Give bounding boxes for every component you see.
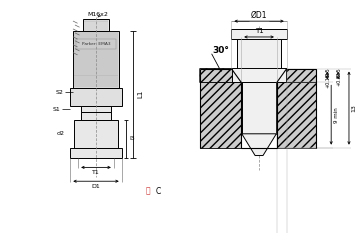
Text: S1: S1 bbox=[53, 107, 60, 112]
Text: 13: 13 bbox=[351, 104, 356, 112]
Bar bbox=[277, 82, 316, 148]
Text: +0.15: +0.15 bbox=[326, 73, 331, 88]
Polygon shape bbox=[242, 134, 276, 156]
Text: T1: T1 bbox=[255, 28, 264, 34]
Text: 图: 图 bbox=[146, 186, 151, 196]
Text: M16x2: M16x2 bbox=[87, 12, 108, 17]
Polygon shape bbox=[200, 69, 241, 82]
Text: L1: L1 bbox=[138, 90, 144, 99]
Text: T1: T1 bbox=[92, 170, 100, 175]
Bar bbox=[76, 39, 116, 49]
Text: C: C bbox=[156, 186, 161, 196]
Polygon shape bbox=[277, 69, 316, 82]
Text: 0.5: 0.5 bbox=[326, 67, 331, 76]
Bar bbox=[242, 82, 276, 134]
Bar bbox=[70, 148, 122, 157]
Text: 30°: 30° bbox=[213, 46, 229, 55]
Bar bbox=[74, 120, 118, 148]
Bar bbox=[237, 39, 281, 69]
Text: ØD1: ØD1 bbox=[251, 11, 267, 20]
Text: l3: l3 bbox=[130, 136, 135, 141]
Text: 9 min: 9 min bbox=[334, 107, 339, 123]
Bar bbox=[200, 82, 241, 148]
Text: 2.5: 2.5 bbox=[337, 67, 342, 76]
Bar bbox=[81, 106, 111, 112]
Bar bbox=[73, 31, 119, 88]
Text: Parker  EMA3: Parker EMA3 bbox=[82, 42, 110, 46]
Bar bbox=[70, 88, 122, 106]
Bar bbox=[83, 19, 109, 31]
Bar bbox=[232, 68, 286, 82]
Text: D1: D1 bbox=[92, 184, 100, 189]
Text: +0.2: +0.2 bbox=[337, 74, 342, 86]
Text: d2: d2 bbox=[57, 131, 64, 136]
Text: S2: S2 bbox=[55, 90, 63, 95]
Bar bbox=[81, 112, 111, 120]
Bar bbox=[231, 29, 287, 39]
